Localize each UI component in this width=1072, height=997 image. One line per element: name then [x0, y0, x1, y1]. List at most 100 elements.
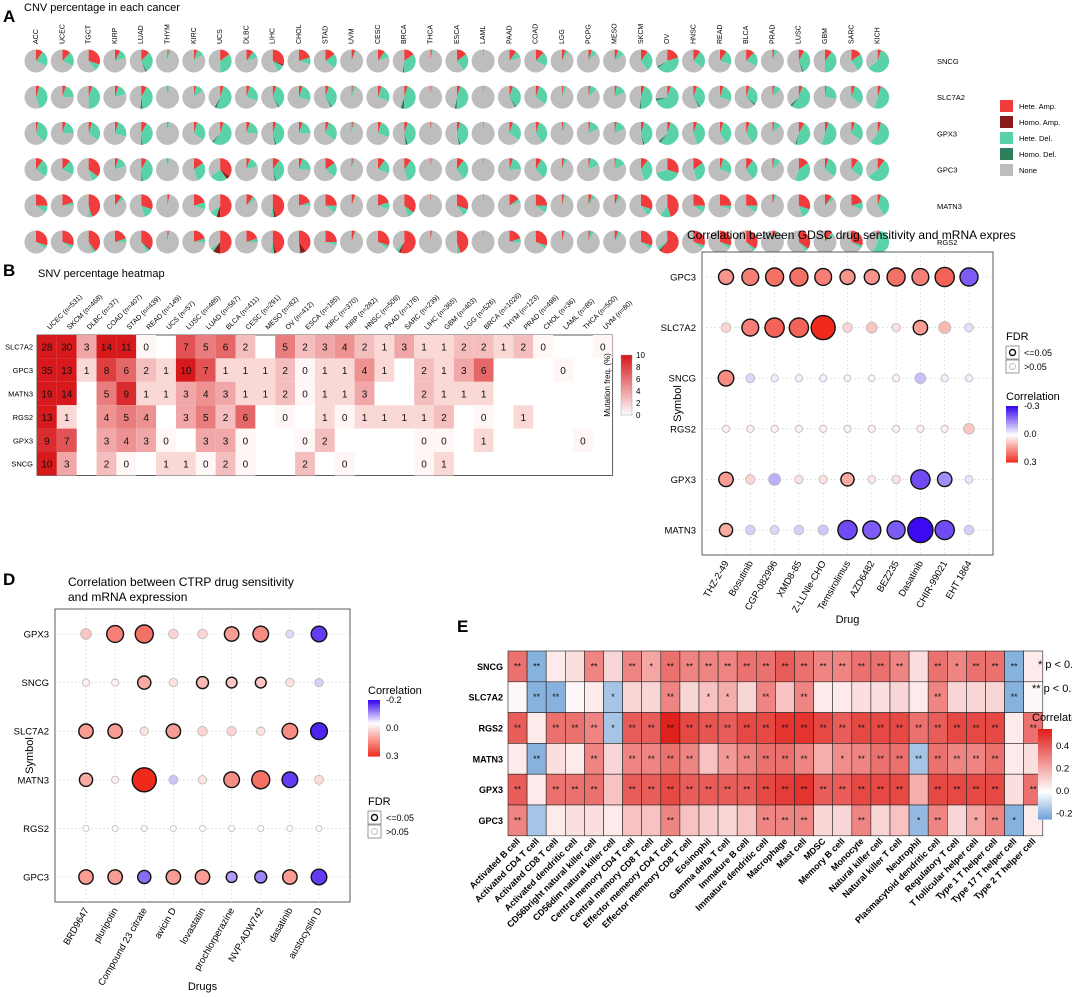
heatmap-cell — [334, 335, 355, 359]
cell-value: 10 — [41, 460, 53, 471]
pie-slice — [167, 194, 171, 206]
significance-mark: ** — [514, 815, 522, 825]
pie-slice — [313, 158, 335, 182]
pie-slice — [141, 194, 153, 210]
pie-slice — [746, 97, 756, 106]
legend-gradient-step — [1006, 442, 1018, 445]
legend-gradient-step — [621, 363, 632, 366]
legend-tick: 4 — [636, 387, 641, 396]
significance-mark: ** — [571, 723, 579, 733]
heatmap-cell — [813, 743, 833, 775]
pie-slice — [234, 230, 258, 254]
pie-slice — [509, 85, 513, 98]
pie-slice — [246, 158, 258, 170]
cell-value: 2 — [521, 343, 527, 354]
pie-slice — [851, 202, 863, 210]
cancer-label: COAD — [533, 24, 540, 44]
significance-mark: ** — [590, 661, 598, 671]
legend-gradient-step — [1006, 418, 1018, 421]
cell-value: 1 — [163, 460, 169, 471]
heatmap-cell — [434, 452, 454, 476]
cell-value: 4 — [104, 413, 110, 424]
pie-slice — [272, 122, 285, 145]
pie-slice — [167, 85, 169, 98]
correlation-dot — [912, 319, 929, 336]
correlation-dot — [111, 678, 120, 687]
correlation-dot — [106, 624, 125, 644]
pie-slice — [77, 121, 98, 145]
pie-slice — [400, 230, 416, 254]
legend-dot-nonsig — [371, 828, 378, 835]
legend-gradient-step — [368, 742, 380, 745]
pie-slice — [866, 121, 878, 143]
correlation-dot — [843, 374, 852, 382]
pie-slice — [657, 61, 668, 68]
heatmap-cell — [96, 452, 117, 476]
legend-gradient-step — [368, 754, 380, 757]
pie-slice — [576, 49, 600, 73]
cell-value: 4 — [362, 366, 368, 377]
row-label: SNCG — [477, 662, 503, 672]
cell-value: 2 — [362, 343, 368, 354]
pie-slice — [377, 242, 389, 249]
legend-gradient-step — [621, 393, 632, 396]
panel-b-title: SNV percentage heatmap — [38, 268, 165, 280]
heatmap-cell — [414, 405, 434, 429]
heatmap-cell — [116, 358, 137, 382]
pie-slice — [603, 158, 627, 182]
pie-slice — [404, 205, 414, 217]
legend-gradient-step — [1038, 760, 1052, 764]
pie-slice — [210, 169, 227, 182]
legend-gradient-step — [1006, 440, 1018, 443]
row-label: GPC3 — [478, 816, 503, 826]
heatmap-cell — [526, 804, 547, 837]
pie-slice — [825, 194, 832, 206]
correlation-dot — [111, 775, 120, 784]
cell-value: 6 — [124, 366, 130, 377]
correlation-dot — [963, 524, 975, 536]
pie-slice — [497, 49, 521, 73]
significance-mark: ** — [533, 754, 541, 764]
pie-slice — [524, 49, 547, 73]
pie-slice — [167, 121, 170, 134]
pie-slice — [36, 158, 43, 170]
cell-value: 1 — [382, 366, 388, 377]
correlation-dot — [745, 524, 756, 536]
heatmap-cell — [1004, 712, 1024, 744]
pie-slice — [471, 158, 495, 182]
legend-gradient-step — [1006, 426, 1018, 429]
significance-mark: ** — [590, 754, 598, 764]
significance-mark: ** — [1011, 692, 1019, 702]
legend-gradient-step — [1038, 747, 1052, 750]
heatmap-cell — [96, 405, 117, 429]
pie-slice — [614, 49, 619, 61]
pie-slice — [851, 194, 863, 206]
cell-value: 30 — [61, 343, 73, 354]
pie-slice — [454, 97, 457, 109]
pie-slice — [456, 158, 464, 170]
pie-slice — [746, 121, 750, 134]
pie-slice — [182, 158, 198, 182]
pie-slice — [220, 158, 232, 177]
y-tick-label: SLC7A2 — [14, 727, 49, 738]
correlation-dot — [134, 624, 154, 644]
pie-slice — [509, 230, 521, 242]
cell-value: 1 — [421, 413, 427, 424]
pie-slice — [193, 85, 204, 98]
correlation-dot — [911, 267, 930, 287]
cancer-label: PAAD — [506, 25, 513, 44]
cell-value: 28 — [41, 343, 53, 354]
pie-slice — [795, 162, 811, 182]
legend-gradient-step — [1038, 769, 1052, 773]
legend-gradient-step — [1038, 735, 1052, 739]
significance-mark: ** — [801, 815, 809, 825]
legend-gradient-step — [1006, 446, 1018, 449]
heatmap-cell — [603, 743, 623, 775]
cancer-label: THYM — [165, 24, 172, 44]
correlation-dot — [840, 472, 855, 487]
pie-slice — [24, 194, 46, 218]
correlation-dot — [745, 474, 756, 485]
significance-mark: ** — [629, 661, 637, 671]
pie-slice — [88, 242, 96, 253]
pie-slice — [36, 86, 48, 109]
